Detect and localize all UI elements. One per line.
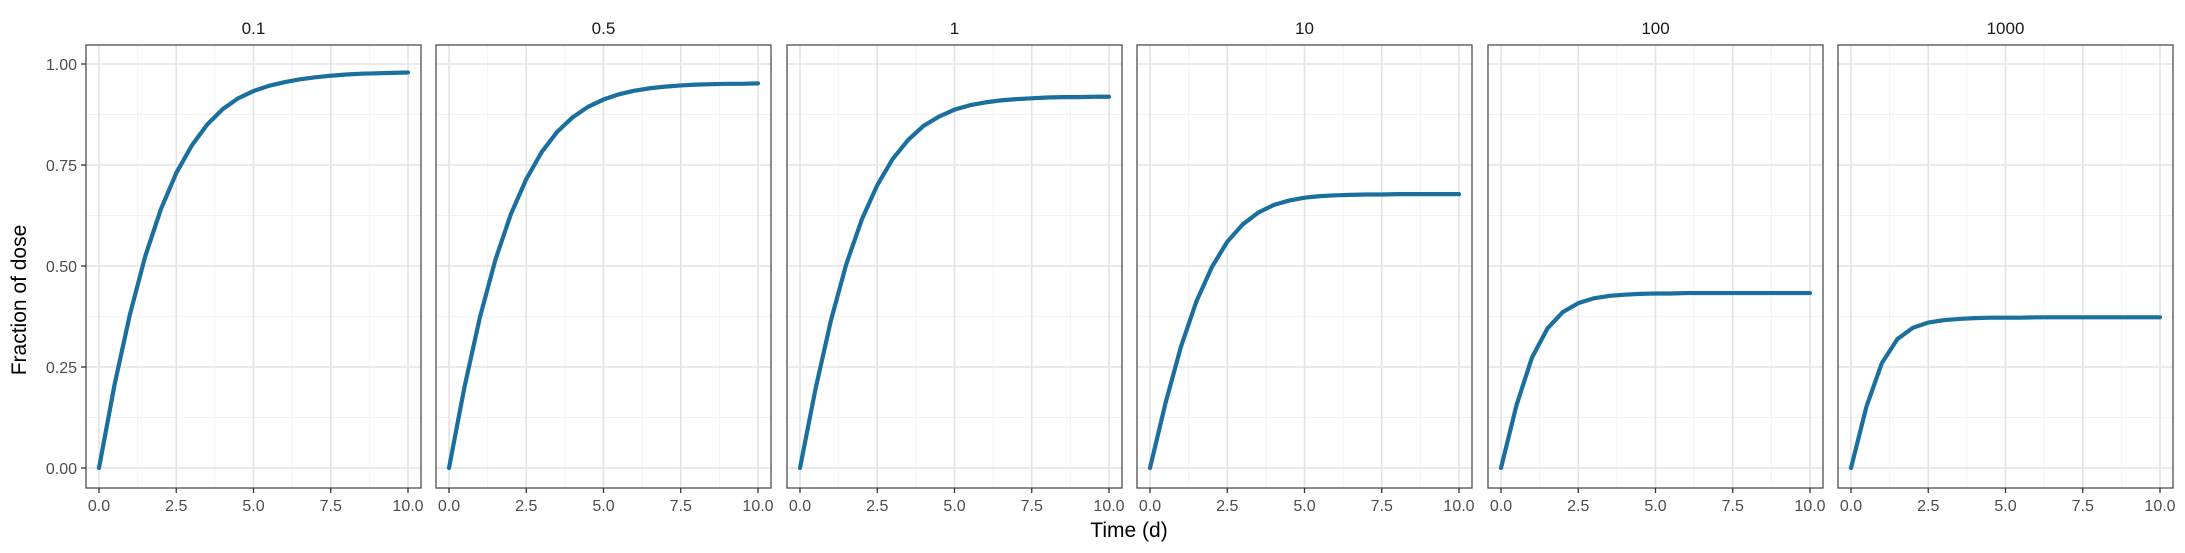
x-tick-label: 7.5 — [670, 498, 692, 515]
x-tick-label: 0.0 — [88, 498, 110, 515]
y-axis-title: Fraction of dose — [8, 225, 31, 376]
x-tick-label: 2.5 — [1917, 498, 1939, 515]
x-tick-label: 2.5 — [866, 498, 888, 515]
x-tick-label: 5.0 — [1293, 498, 1315, 515]
facet-panel: 0.1 0.0 2.5 5.0 7.5 10.0 0.00 0.25 0.50 0.75 1.00 — [46, 19, 424, 515]
y-tick-label: 0.00 — [46, 461, 77, 478]
series-line — [797, 94, 1112, 471]
facet-panel: 10.0 2.5 5.0 7.5 10.0 — [786, 19, 1125, 515]
facet-strip-label: 1000 — [1987, 19, 2025, 38]
x-axis-title: Time (d) — [1090, 519, 1167, 542]
facet-strip-label: 10 — [1295, 19, 1314, 38]
series-line — [96, 70, 411, 471]
x-tick-label: 10.0 — [1093, 498, 1124, 515]
series-line — [1498, 290, 1813, 471]
x-tick-label: 10.0 — [1794, 498, 1825, 515]
facet-panel: 1000 0.0 2.5 5.0 7.5 10.0 — [1837, 19, 2176, 515]
x-tick-label: 0.0 — [1139, 498, 1161, 515]
series-line — [1848, 315, 2163, 471]
facet-strip-label: 0.5 — [592, 19, 616, 38]
x-tick-label: 7.5 — [2072, 498, 2094, 515]
x-tick-label: 2.5 — [165, 498, 187, 515]
x-tick-label: 5.0 — [242, 498, 264, 515]
facet-strip-label: 1 — [950, 19, 959, 38]
x-tick-label: 10.0 — [2144, 498, 2175, 515]
x-tick-label: 0.0 — [1490, 498, 1512, 515]
x-tick-label: 5.0 — [1644, 498, 1666, 515]
x-tick-label: 0.0 — [438, 498, 460, 515]
x-tick-label: 0.0 — [789, 498, 811, 515]
y-tick-label: 0.50 — [46, 259, 77, 276]
y-tick-label: 1.00 — [46, 57, 77, 74]
x-tick-label: 5.0 — [1994, 498, 2016, 515]
facet-panel: 10 0.0 2.5 5.0 7.5 10.0 — [1136, 19, 1475, 515]
x-tick-label: 2.5 — [1216, 498, 1238, 515]
facet-strip-label: 100 — [1641, 19, 1669, 38]
x-tick-label: 10.0 — [742, 498, 773, 515]
facet-strip-label: 0.1 — [242, 19, 266, 38]
x-tick-label: 7.5 — [1722, 498, 1744, 515]
x-tick-label: 7.5 — [320, 498, 342, 515]
facet-panels: 0.10.0 2.5 5.0 7.5 10.00.000.250.500.751.000… — [46, 19, 2176, 515]
x-tick-label: 5.0 — [943, 498, 965, 515]
x-tick-label: 10.0 — [1443, 498, 1474, 515]
x-tick-label: 7.5 — [1371, 498, 1393, 515]
facet-panel: 100 0.0 2.5 5.0 7.5 10.0 — [1487, 19, 1826, 515]
x-tick-label: 0.0 — [1840, 498, 1862, 515]
series-line — [1147, 191, 1462, 471]
x-tick-label: 7.5 — [1021, 498, 1043, 515]
x-tick-label: 2.5 — [515, 498, 537, 515]
x-tick-label: 5.0 — [592, 498, 614, 515]
series-line — [446, 81, 761, 471]
x-tick-label: 2.5 — [1567, 498, 1589, 515]
x-tick-label: 10.0 — [392, 498, 423, 515]
facet-panel: 0.5 0.0 2.5 5.0 7.5 10.0 — [435, 19, 774, 515]
y-tick-label: 0.75 — [46, 158, 77, 175]
y-tick-label: 0.25 — [46, 360, 77, 377]
